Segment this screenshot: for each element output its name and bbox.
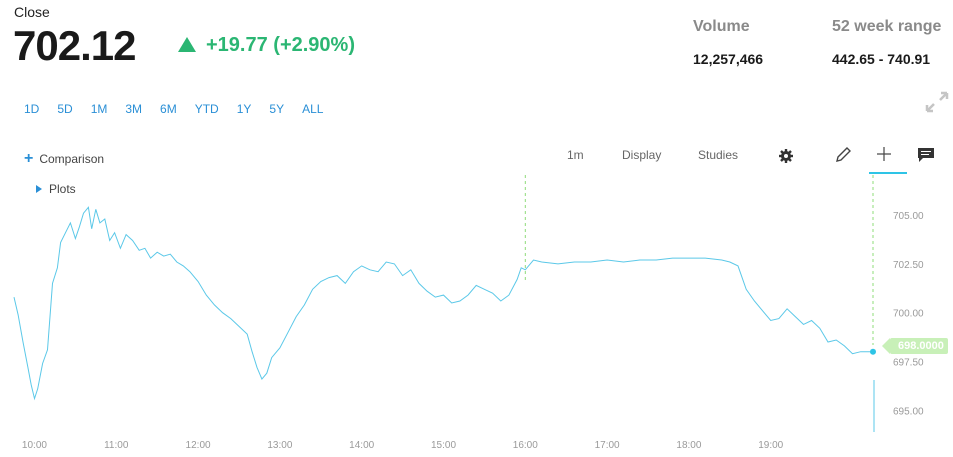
last-price: 702.12 [13,22,136,69]
volume-label: Volume [693,18,750,35]
x-tick-label: 15:00 [431,440,456,451]
crosshair-icon[interactable] [876,146,892,162]
up-arrow-icon [178,37,196,52]
caret-right-icon [36,185,42,193]
x-tick-label: 17:00 [595,440,620,451]
crosshair-active-indicator [869,172,907,174]
comparison-label: Comparison [39,152,105,166]
comparison-button[interactable]: + Comparison [24,150,105,167]
expand-icon[interactable] [924,90,950,114]
price-chart[interactable]: 705.00 702.50 700.00 697.50 695.00 10:00 11:00… [0,170,953,457]
range-label: 52 week range [832,18,942,35]
x-tick-label: 12:00 [186,440,211,451]
plus-icon: + [24,150,34,167]
current-price-tag: 698.0000 [882,338,948,354]
range-tabs: 1D 5D 1M 3M 6M YTD 1Y 5Y ALL [24,102,341,116]
close-label: Close [14,4,50,20]
y-tick-label: 695.00 [893,406,924,417]
volume-stat: Volume 12,257,466 [693,18,763,67]
range-tab-1m[interactable]: 1M [90,102,108,116]
x-tick-label: 11:00 [104,440,129,451]
y-tick-label: 705.00 [893,211,924,222]
range-value: 442.65 - 740.91 [832,51,931,67]
volume-value: 12,257,466 [693,51,764,67]
range-tab-6m[interactable]: 6M [160,102,177,116]
x-tick-label: 18:00 [676,440,701,451]
y-tick-label: 697.50 [893,358,924,369]
plots-toggle[interactable]: Plots [36,182,76,196]
x-tick-label: 13:00 [267,440,292,451]
price-series-line [13,206,873,401]
x-tick-label: 19:00 [758,440,783,451]
price-change-value: +19.77 (+2.90%) [206,34,355,56]
range-tab-all[interactable]: ALL [302,102,324,116]
range-tab-ytd[interactable]: YTD [194,102,219,116]
range-tab-1y[interactable]: 1Y [236,102,252,116]
y-tick-label: 700.00 [893,309,924,320]
gear-icon[interactable] [778,148,794,164]
display-button[interactable]: Display [622,148,662,162]
range-tab-1d[interactable]: 1D [24,102,40,116]
range-tab-5y[interactable]: 5Y [269,102,285,116]
last-point-marker [870,348,876,355]
price-change: +19.77 (+2.90%) [178,34,355,57]
studies-button[interactable]: Studies [698,148,739,162]
x-tick-label: 10:00 [22,440,47,451]
range-tab-5d[interactable]: 5D [57,102,73,116]
y-tick-label: 702.50 [893,260,924,271]
pencil-icon[interactable] [834,146,852,164]
interval-button[interactable]: 1m [567,148,584,162]
x-tick-label: 16:00 [513,440,538,451]
range-stat: 52 week range 442.65 - 740.91 [832,18,941,67]
plots-label: Plots [49,182,76,196]
range-tab-3m[interactable]: 3M [125,102,143,116]
comment-icon[interactable] [917,147,935,163]
x-tick-label: 14:00 [349,440,374,451]
